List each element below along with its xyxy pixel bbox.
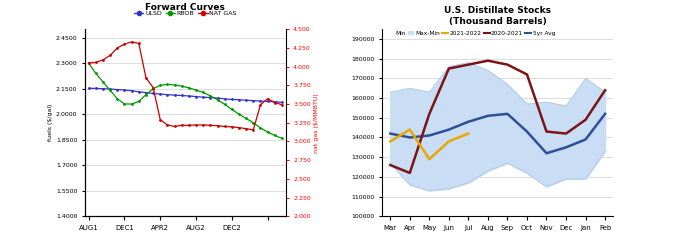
Legend: Min, Max-Min, 2021-2022, 2020-2021, 5yr Avg: Min, Max-Min, 2021-2022, 2020-2021, 5yr …: [385, 28, 557, 38]
Title: Forward Curves: Forward Curves: [145, 3, 225, 12]
Y-axis label: fuels ($/gal): fuels ($/gal): [48, 104, 53, 141]
Legend: ULSD, RBOB, NAT GAS: ULSD, RBOB, NAT GAS: [131, 8, 239, 18]
Y-axis label: nat gas ($/MMBTU): nat gas ($/MMBTU): [314, 93, 319, 153]
Title: U.S. Distillate Stocks
(Thousand Barrels): U.S. Distillate Stocks (Thousand Barrels…: [444, 6, 551, 26]
